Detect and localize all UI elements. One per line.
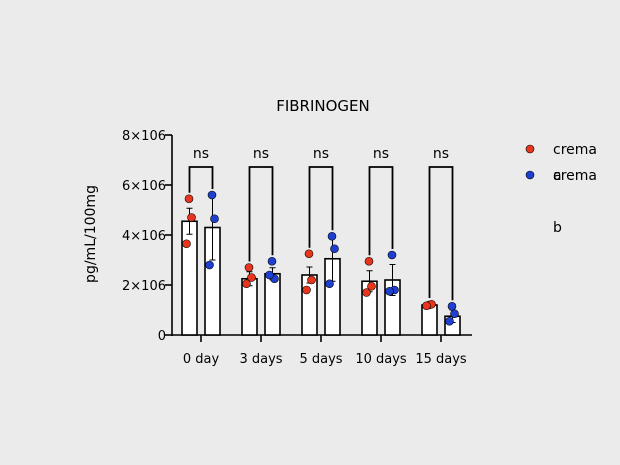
data-point — [330, 244, 339, 254]
legend-label: crema — [553, 142, 597, 158]
y-tick-label: 8×106 — [122, 129, 166, 144]
data-point — [182, 239, 191, 249]
significance-bracket — [308, 166, 334, 248]
data-point — [302, 285, 311, 295]
y-axis-label: pg/mL/100mg — [83, 185, 99, 283]
bar — [264, 272, 281, 336]
significance-bracket — [428, 166, 454, 301]
bar — [421, 304, 438, 336]
legend-marker — [525, 170, 535, 180]
legend-marker — [525, 144, 535, 154]
chart-title: FIBRINOGEN — [276, 97, 370, 115]
y-tick-label: 6×106 — [122, 179, 166, 194]
significance-label: ns — [433, 146, 449, 162]
data-point — [247, 273, 256, 282]
legend-label-continued: b — [553, 220, 562, 236]
data-point — [242, 279, 251, 289]
data-point — [385, 286, 394, 296]
significance-bracket — [188, 166, 214, 193]
data-point — [307, 275, 316, 285]
significance-label: ns — [313, 146, 329, 162]
data-point — [267, 256, 277, 266]
x-tick-label: 3 days — [239, 352, 282, 367]
bar — [301, 274, 318, 336]
legend-label-continued: a — [553, 168, 562, 184]
data-point — [207, 190, 217, 200]
legend-label: crema — [553, 168, 597, 184]
data-point — [184, 194, 194, 204]
data-point — [387, 250, 397, 260]
significance-label: ns — [193, 146, 209, 162]
data-point — [210, 214, 219, 224]
data-point — [325, 279, 334, 289]
data-point — [187, 213, 196, 222]
x-tick-label: 5 days — [299, 352, 342, 367]
data-point — [367, 281, 376, 291]
x-tick-label: 10 days — [355, 352, 407, 367]
data-point — [422, 301, 431, 311]
y-tick-label: 2×106 — [122, 279, 166, 294]
significance-label: ns — [253, 146, 269, 162]
data-point — [244, 263, 254, 272]
bar — [181, 220, 198, 336]
significance-bracket — [368, 166, 394, 256]
data-point — [445, 316, 454, 326]
data-point — [327, 231, 337, 241]
plot-area: 0 2×106 4×106 6×106 8×106 0 day ns 3 days ns 5 da… — [122, 129, 472, 367]
significance-label: ns — [373, 146, 389, 162]
significance-bracket — [248, 166, 274, 262]
data-point — [450, 309, 459, 319]
y-tick-label: 0 — [158, 329, 166, 344]
data-point — [265, 270, 274, 280]
data-point — [205, 260, 214, 270]
data-point — [447, 301, 457, 311]
x-tick-label: 0 day — [183, 352, 220, 367]
data-point — [304, 249, 314, 259]
y-tick-label: 4×106 — [122, 229, 166, 244]
x-tick-label: 15 days — [415, 352, 467, 367]
data-point — [362, 288, 371, 297]
data-point — [364, 256, 374, 266]
